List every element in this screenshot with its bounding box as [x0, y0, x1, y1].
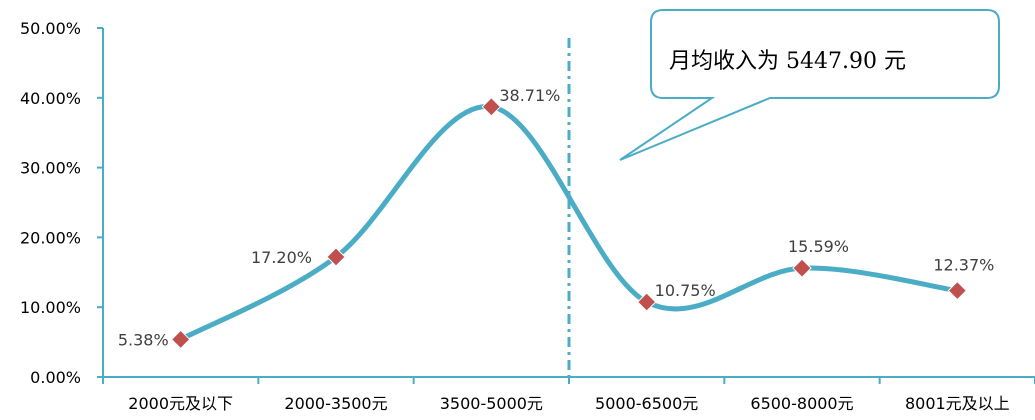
y-tick-label: 10.00% — [20, 298, 81, 317]
x-tick-label: 5000-6500元 — [595, 394, 698, 413]
x-tick-label: 8001元及以上 — [905, 394, 1010, 413]
y-tick-label: 50.00% — [20, 19, 81, 38]
average-income-callout: 月均收入为 5447.90 元 — [619, 9, 1000, 161]
data-label: 15.59% — [788, 237, 849, 256]
data-labels: 5.38% 17.20% 38.71% 10.75% 15.59% 12.37% — [118, 86, 995, 350]
x-axis-ticks: 2000元及以下 2000-3500元 3500-5000元 5000-6500元 65… — [102, 377, 1035, 413]
data-marker — [792, 258, 812, 278]
x-tick-label: 6500-8000元 — [750, 394, 853, 413]
x-tick-label: 2000元及以下 — [128, 394, 233, 413]
data-marker — [326, 247, 346, 267]
callout-box — [619, 9, 1000, 161]
data-marker — [947, 280, 968, 301]
y-axis-ticks: 0.00% 10.00% 20.00% 30.00% 40.00% 50.00% — [20, 19, 103, 387]
data-label: 12.37% — [933, 256, 994, 275]
x-tick-label: 2000-3500元 — [284, 394, 387, 413]
y-tick-label: 40.00% — [20, 89, 81, 108]
data-marker — [170, 329, 191, 350]
callout-text: 月均收入为 5447.90 元 — [669, 49, 906, 74]
data-label: 38.71% — [499, 86, 560, 105]
data-label: 17.20% — [251, 248, 312, 267]
y-tick-label: 0.00% — [30, 368, 81, 387]
data-label: 5.38% — [118, 330, 169, 349]
x-tick-label: 3500-5000元 — [440, 394, 543, 413]
y-tick-label: 20.00% — [20, 228, 81, 247]
y-tick-label: 30.00% — [20, 159, 81, 178]
data-label: 10.75% — [655, 281, 716, 300]
data-markers — [170, 97, 968, 350]
data-marker — [636, 292, 657, 312]
data-marker — [481, 97, 502, 117]
